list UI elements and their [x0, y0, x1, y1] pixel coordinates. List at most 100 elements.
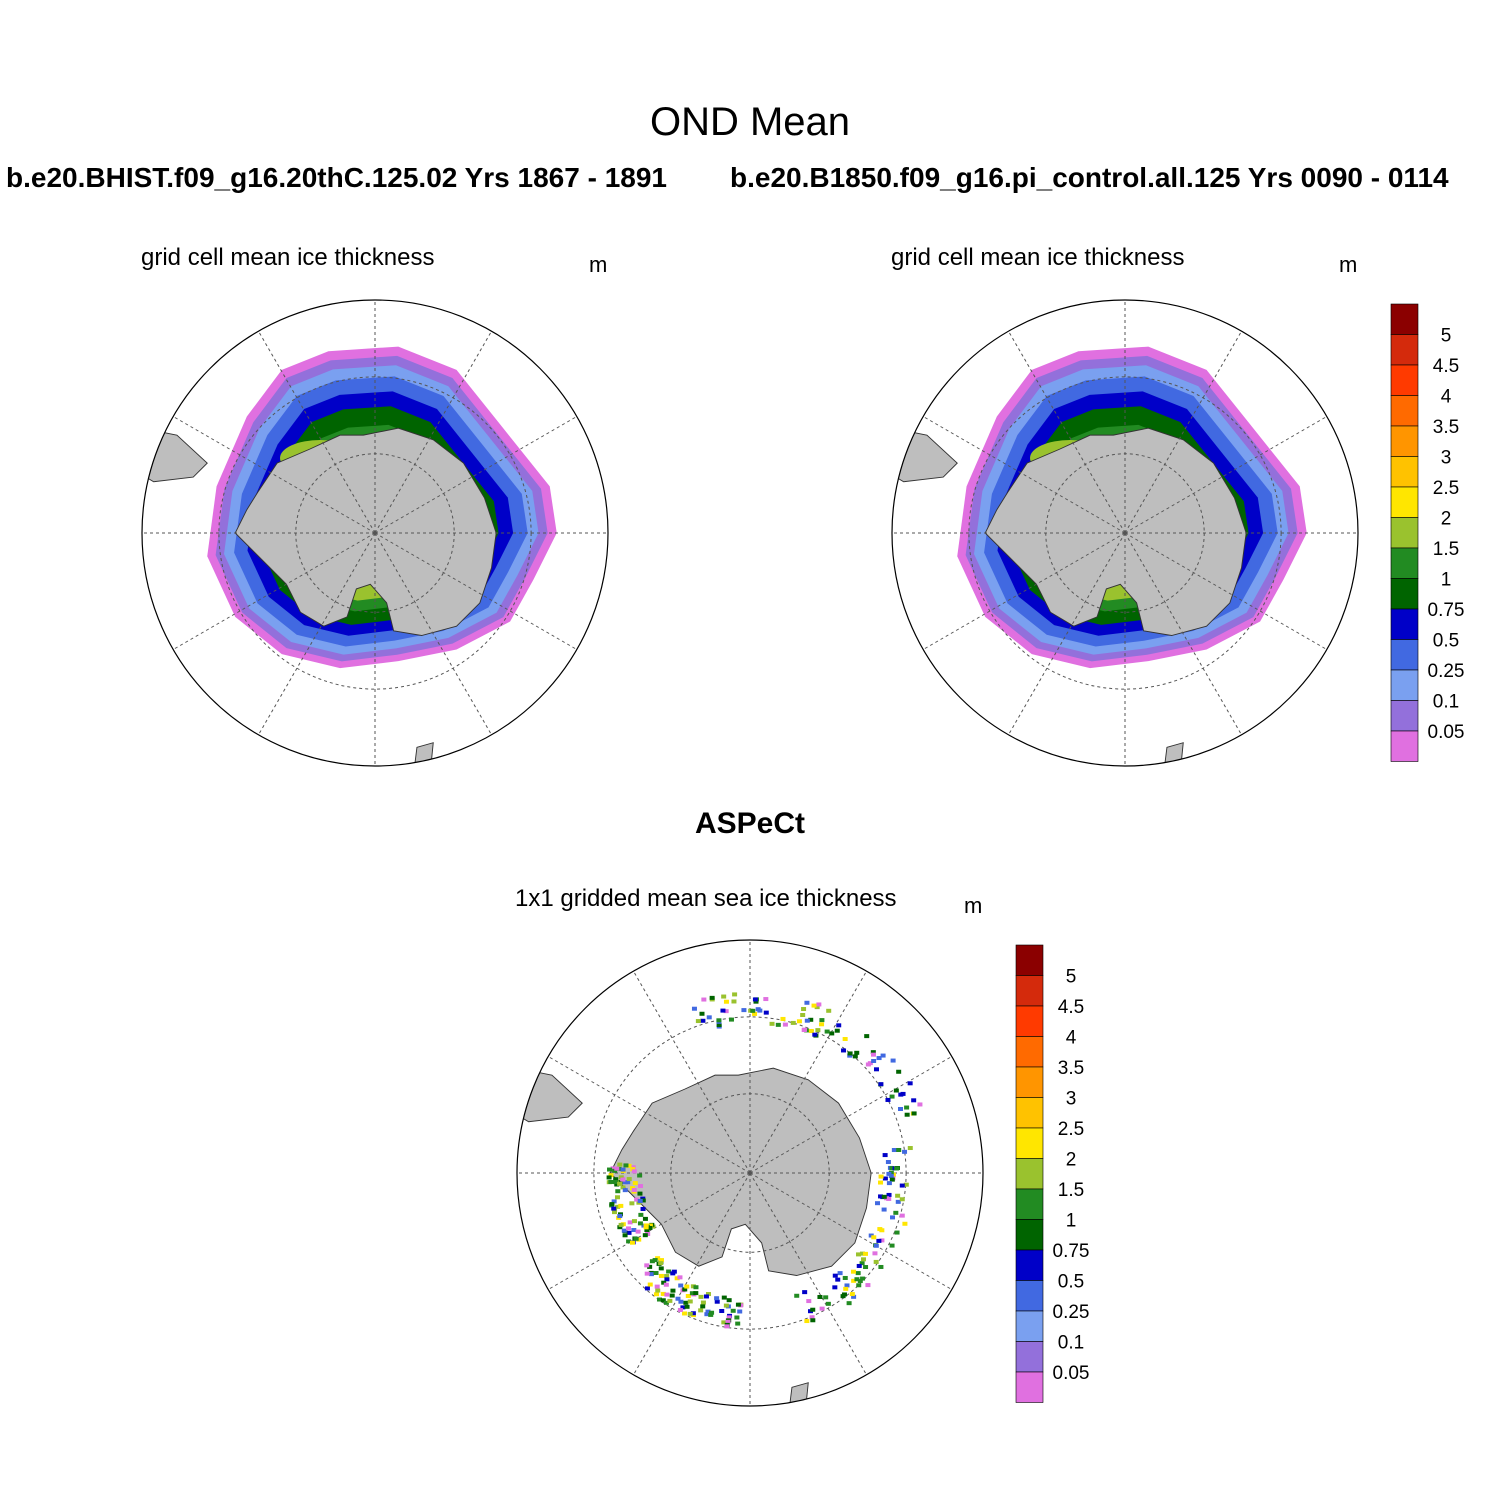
- south-america-landmass: [517, 1067, 583, 1123]
- observation-cell: [903, 1182, 909, 1187]
- observation-cell: [677, 1307, 683, 1312]
- observation-cell: [737, 1309, 743, 1314]
- observation-cell: [911, 1111, 917, 1116]
- observation-cell: [882, 1176, 888, 1181]
- colorbar-box: [1390, 395, 1419, 427]
- colorbar-label: 1: [1066, 1211, 1077, 1232]
- colorbar-box: [1015, 1280, 1044, 1312]
- observation-cell: [899, 1183, 905, 1188]
- observation-cell: [806, 1299, 812, 1304]
- antarctica-landmass: [234, 427, 497, 636]
- observation-cell: [716, 1018, 722, 1023]
- observation-cell: [804, 1319, 810, 1324]
- observation-cell: [835, 1277, 841, 1282]
- observation-cell: [864, 1034, 870, 1039]
- colorbar-label: 0.25: [1053, 1302, 1090, 1323]
- observation-cell: [851, 1294, 857, 1299]
- observation-cell: [851, 1278, 857, 1283]
- colorbar-box: [1390, 303, 1419, 335]
- observation-cell: [666, 1269, 672, 1274]
- observation-cell: [716, 1022, 722, 1027]
- observation-cell: [658, 1258, 664, 1263]
- right-run-title: b.e20.B1850.f09_g16.pi_control.all.125 Y…: [730, 162, 1449, 193]
- observation-cell: [687, 1299, 693, 1304]
- observation-cell: [667, 1298, 673, 1303]
- observation-cell: [632, 1181, 638, 1186]
- observation-cell: [703, 1294, 709, 1299]
- antarctica-landmass: [984, 427, 1247, 636]
- observation-cell: [894, 1166, 900, 1171]
- colorbar-label: 3.5: [1058, 1058, 1084, 1079]
- colorbar-box: [1015, 1219, 1044, 1251]
- observation-cell: [857, 1279, 863, 1284]
- observation-cell: [721, 1320, 727, 1325]
- colorbar-label: 2.5: [1433, 478, 1459, 499]
- observation-cell: [647, 1282, 653, 1287]
- aspect-observation-tracks: [606, 992, 923, 1329]
- observation-cell: [889, 1243, 895, 1248]
- observation-cell: [720, 1008, 726, 1013]
- observation-cell: [611, 1206, 617, 1211]
- observation-cell: [612, 1210, 618, 1215]
- observation-cell: [695, 1019, 701, 1024]
- observation-cell: [904, 1112, 910, 1117]
- observation-cell: [652, 1258, 658, 1263]
- observation-cell: [608, 1173, 614, 1178]
- observation-cell: [655, 1288, 661, 1293]
- observation-cell: [658, 1273, 664, 1278]
- colorbar-box: [1015, 1341, 1044, 1373]
- observation-cell: [817, 1294, 823, 1299]
- observation-cell: [617, 1214, 623, 1219]
- observation-cell: [741, 1008, 747, 1013]
- observation-cell: [654, 1284, 660, 1289]
- observation-cell: [832, 1273, 838, 1278]
- observation-cell: [606, 1175, 612, 1180]
- observation-cell: [614, 1166, 620, 1171]
- colorbar-box: [1390, 517, 1419, 549]
- observation-cell: [896, 1147, 902, 1152]
- observation-cell: [757, 1008, 763, 1013]
- observation-cell: [769, 1021, 775, 1026]
- colorbar-box: [1015, 1127, 1044, 1159]
- observation-cell: [898, 1107, 904, 1112]
- observation-cell: [893, 1088, 899, 1093]
- observation-cell: [664, 1274, 670, 1279]
- observation-cell: [752, 1011, 758, 1016]
- observation-cell: [854, 1277, 860, 1282]
- observation-cell: [735, 1302, 741, 1307]
- observation-cell: [631, 1228, 637, 1233]
- observation-cell: [610, 1166, 616, 1171]
- observation-cell: [698, 1294, 704, 1299]
- observation-cell: [704, 1312, 710, 1317]
- colorbar-box: [1390, 364, 1419, 396]
- observation-cell: [808, 1029, 814, 1034]
- colorbar-label: 5: [1441, 326, 1452, 347]
- observation-cell: [819, 1022, 825, 1027]
- observation-cell: [728, 1017, 734, 1022]
- observation-cell: [608, 1179, 614, 1184]
- colorbar-box: [1390, 456, 1419, 488]
- observation-cell: [700, 1018, 706, 1023]
- observation-cell: [653, 1271, 659, 1276]
- colorbar-label: 5: [1066, 967, 1077, 988]
- observation-cell: [612, 1168, 618, 1173]
- observation-cell: [708, 1312, 714, 1317]
- observation-cell: [647, 1223, 653, 1228]
- observation-cell: [889, 1177, 895, 1182]
- observation-cell: [614, 1195, 620, 1200]
- observation-cell: [810, 1307, 816, 1312]
- observation-cell: [870, 1050, 876, 1055]
- observation-cell: [875, 1201, 881, 1206]
- observation-cell: [644, 1227, 650, 1232]
- observation-cell: [911, 1098, 917, 1103]
- observation-cell: [902, 1221, 908, 1226]
- observation-cell: [894, 1230, 900, 1235]
- observation-cell: [609, 1202, 615, 1207]
- observation-cell: [614, 1182, 620, 1187]
- observation-cell: [706, 1015, 712, 1020]
- colorbar-label: 3.5: [1433, 417, 1459, 438]
- observation-cell: [841, 1048, 847, 1053]
- observation-cell: [637, 1191, 643, 1196]
- observation-cell: [644, 1263, 650, 1268]
